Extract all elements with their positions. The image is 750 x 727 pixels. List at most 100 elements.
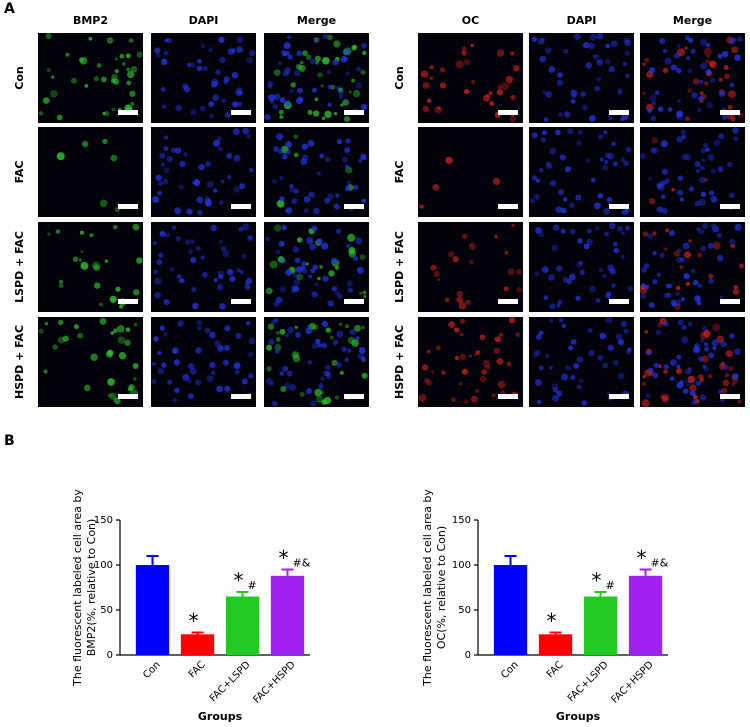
cell-signal (308, 191, 315, 198)
cell-signal (557, 72, 563, 78)
cell-signal (291, 198, 298, 205)
bar (538, 634, 573, 655)
cell-signal (531, 132, 538, 139)
cell-signal (296, 64, 302, 70)
significance-star: * (189, 609, 199, 633)
cell-signal (156, 259, 163, 266)
cell-signal (461, 368, 468, 375)
cell-signal (705, 59, 710, 64)
cell-signal (682, 242, 690, 250)
cell-signal (164, 135, 169, 140)
cell-signal (470, 43, 475, 48)
cell-signal (321, 242, 329, 250)
cell-signal (496, 49, 505, 57)
cell-signal (716, 232, 722, 238)
cell-signal (497, 380, 506, 389)
x-tick-label: FAC+LSPD (566, 659, 611, 704)
cell-signal (581, 104, 588, 111)
cell-signal (693, 78, 700, 85)
cell-signal (336, 138, 343, 145)
cell-signal (65, 52, 70, 57)
cell-signal (220, 246, 227, 252)
cell-signal (205, 161, 212, 167)
cell-signal (656, 272, 661, 277)
cell-signal (555, 206, 563, 213)
cell-signal (684, 251, 691, 259)
cell-signal (284, 50, 290, 56)
cell-signal (175, 236, 181, 242)
cell-signal (494, 336, 502, 343)
cell-signal (152, 241, 157, 246)
cell-signal (567, 128, 574, 135)
cell-signal (699, 198, 706, 206)
cell-signal (299, 391, 305, 397)
cell-signal (96, 63, 102, 68)
cell-signal (651, 147, 659, 154)
cell-signal (690, 399, 697, 406)
cell-signal (246, 321, 251, 326)
cell-signal (651, 137, 658, 144)
cell-signal (675, 291, 680, 296)
cell-signal (274, 317, 279, 323)
cell-signal (361, 325, 365, 330)
cell-signal (696, 227, 701, 232)
significance-star: * (547, 609, 557, 633)
cell-signal (551, 383, 559, 390)
cell-signal (344, 116, 350, 122)
cell-signal (158, 252, 164, 258)
cell-signal (218, 36, 225, 43)
cell-signal (418, 394, 427, 403)
cell-signal (311, 291, 318, 298)
cell-signal (646, 350, 652, 356)
cell-signal (125, 53, 131, 59)
cell-signal (151, 361, 157, 366)
cell-signal (172, 347, 179, 354)
cell-signal (589, 115, 596, 122)
cell-signal (218, 274, 224, 280)
cell-signal (688, 239, 692, 243)
cell-signal (327, 300, 334, 307)
cell-signal (561, 323, 566, 328)
cell-signal (163, 299, 170, 306)
cell-signal (649, 94, 657, 102)
cell-signal (340, 103, 344, 107)
cell-signal (320, 84, 324, 88)
cell-signal (352, 255, 359, 261)
cell-signal (319, 265, 323, 269)
cell-signal (575, 296, 581, 301)
cell-signal (620, 117, 625, 122)
cell-signal (684, 46, 688, 50)
cell-signal (717, 166, 724, 173)
cell-signal (498, 333, 503, 337)
cell-signal (558, 189, 565, 196)
y-axis-label: OC(%, relative to Con) (435, 526, 448, 649)
cell-signal (273, 69, 281, 76)
cell-signal (599, 157, 604, 162)
cell-signal (625, 146, 632, 153)
cell-signal (190, 109, 197, 116)
cell-signal (713, 139, 721, 147)
cell-signal (334, 395, 340, 400)
cell-signal (133, 289, 140, 296)
cell-signal (89, 233, 94, 238)
cell-signal (693, 346, 701, 354)
cell-signal (574, 33, 581, 40)
cell-signal (192, 302, 199, 310)
cell-signal (670, 299, 677, 305)
cell-signal (670, 64, 678, 71)
cell-signal (681, 153, 688, 161)
cell-signal (708, 278, 715, 284)
cell-signal (213, 81, 220, 87)
cell-signal (718, 90, 726, 97)
micrograph (418, 33, 523, 123)
cell-signal (51, 75, 55, 79)
cell-signal (183, 152, 188, 157)
cell-signal (206, 181, 214, 188)
cell-signal (347, 180, 352, 185)
cell-signal (236, 46, 243, 53)
cell-signal (605, 58, 611, 65)
cell-signal (496, 357, 504, 365)
cell-signal (491, 393, 496, 398)
cell-signal (186, 62, 192, 68)
cell-signal (214, 340, 222, 347)
